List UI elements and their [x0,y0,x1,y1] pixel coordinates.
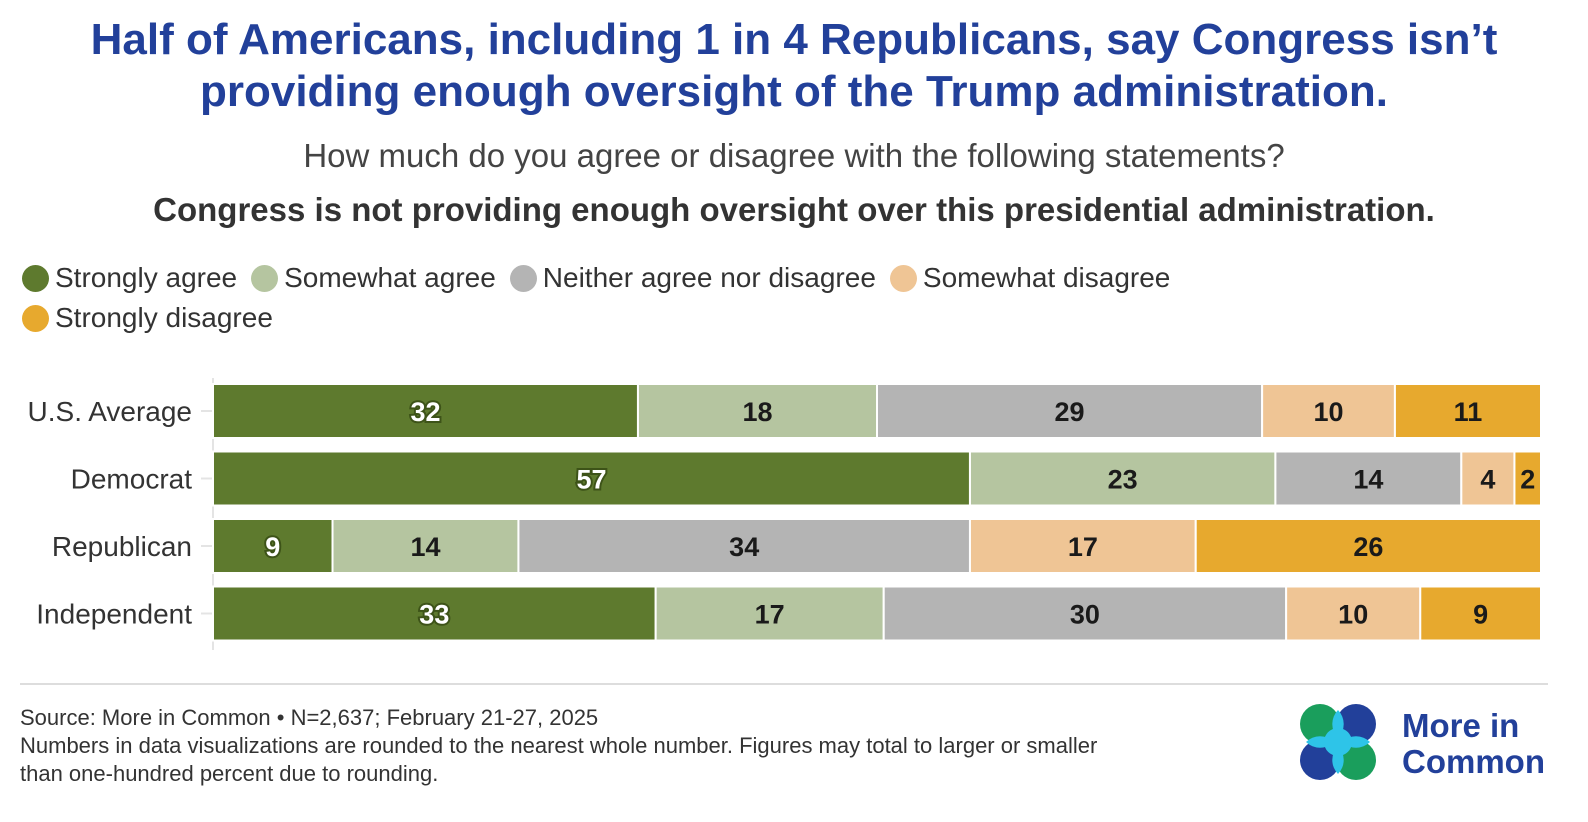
chart-title: Half of Americans, including 1 in 4 Repu… [90,15,1498,116]
data-label: 14 [410,532,440,562]
stacked-bar-chart: U.S. Average 32 18 29 10 11 Democrat 57 23 14 4 2 Re… [0,370,1588,660]
logo-line-1: More in [1402,707,1520,744]
data-label: 33 [419,600,449,630]
legend-swatch [22,304,49,332]
data-label: 9 [1473,600,1488,630]
legend-label: Somewhat agree [284,262,496,293]
bar-segment [212,450,971,507]
legend-label: Strongly disagree [55,302,273,333]
bar-segment [876,383,1264,439]
data-label: 9 [265,532,280,562]
logo-wordmark: More in Common [1402,708,1545,780]
data-label: 29 [1055,397,1085,427]
bar-segment [212,383,639,439]
rounding-note: Numbers in data visualizations are round… [20,733,1098,786]
legend-label: Somewhat disagree [922,262,1171,293]
legend-item: Neither agree nor disagree [509,260,876,296]
legend-label: Neither agree nor disagree [542,262,876,293]
source-note: Source: More in Common • N=2,637; Februa… [20,705,599,730]
legend-item: Somewhat agree [251,260,496,296]
data-label: 10 [1338,600,1368,630]
legend: Strongly agree Somewhat agree Neither agre… [22,260,1322,336]
category-label: U.S. Average [28,396,192,427]
data-label: 17 [1068,532,1098,562]
survey-statement: Congress is not providing enough oversig… [153,191,1435,228]
bar-segment [636,383,879,439]
data-label: 57 [576,465,606,495]
data-label: 18 [742,397,772,427]
data-label: 2 [1520,465,1535,495]
footer: Source: More in Common • N=2,637; Februa… [20,704,1100,788]
data-label: 26 [1353,532,1383,562]
legend-swatch [251,264,279,292]
bar-segment [331,518,520,574]
data-label: 11 [1454,397,1483,427]
more-in-common-logo: More in Common [1298,702,1558,786]
legend-swatch [22,264,49,292]
footer-divider [20,683,1548,685]
legend-item: Somewhat disagree [889,260,1171,296]
bar-segment [212,585,657,642]
bar-segment [517,518,971,574]
logo-mark-icon [1300,704,1376,780]
category-label: Independent [36,599,192,630]
chart-svg: U.S. Average 32 18 29 10 11 Democrat 57 23 14 4 2 Re… [28,378,1543,650]
data-label: 30 [1070,600,1100,630]
legend-item: Strongly disagree [22,300,273,336]
category-label: Republican [52,531,192,562]
data-label: 17 [755,600,785,630]
logo-line-2: Common [1402,743,1545,780]
chart-subtitle: How much do you agree or disagree with t… [303,137,1285,174]
data-label: 10 [1313,397,1343,427]
data-label: 34 [729,532,759,562]
bar-segment [1285,585,1422,642]
data-label: 4 [1480,465,1495,495]
bar-segment [1513,450,1542,507]
data-label: 23 [1108,465,1138,495]
data-label: 32 [410,397,440,427]
bar-segment [654,585,885,642]
bar-segment [968,518,1197,574]
bar-segment [1274,450,1463,507]
bar-segment [1261,383,1396,439]
data-label: 14 [1353,465,1383,495]
legend-item: Strongly agree [22,260,237,296]
legend-label: Strongly agree [55,262,238,293]
bar-segment [1419,585,1542,642]
bar-segment [212,518,334,574]
bar-segment [1393,383,1543,439]
bar-segment [882,585,1288,642]
category-label: Democrat [71,464,193,495]
legend-swatch [889,264,917,292]
legend-swatch [509,264,537,292]
bar-segment [1194,518,1542,574]
